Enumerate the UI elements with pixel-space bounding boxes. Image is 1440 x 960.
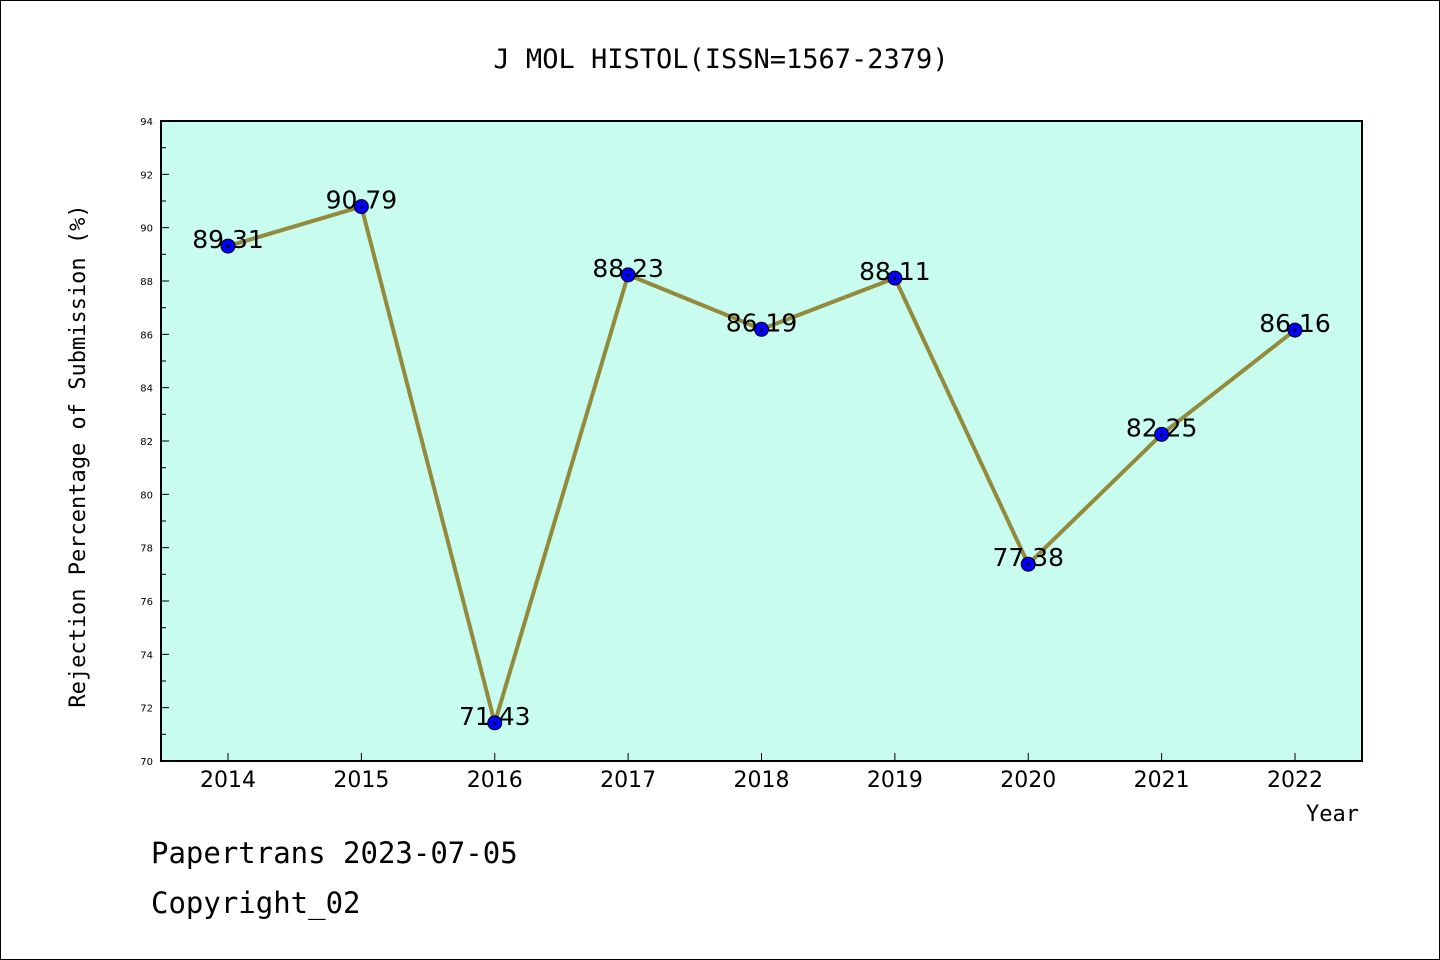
data-label: 88.23 bbox=[592, 254, 664, 283]
data-point-marker bbox=[487, 715, 503, 731]
data-label: 88.11 bbox=[859, 257, 931, 286]
x-tick-label: 2022 bbox=[1267, 768, 1323, 793]
footer-copyright: Copyright_02 bbox=[151, 886, 361, 920]
x-axis-label: Year bbox=[1306, 802, 1359, 827]
y-axis-label: Rejection Percentage of Submission (%) bbox=[66, 204, 91, 707]
x-tick-label: 2015 bbox=[333, 768, 389, 793]
y-tick-label: 78 bbox=[140, 544, 153, 555]
y-tick-label: 86 bbox=[140, 330, 153, 341]
data-point-marker bbox=[220, 238, 236, 254]
data-label: 77.38 bbox=[992, 543, 1064, 572]
data-point-marker bbox=[1154, 426, 1170, 442]
x-tick-label: 2014 bbox=[200, 768, 256, 793]
data-label: 71.43 bbox=[459, 702, 531, 731]
y-tick-label: 74 bbox=[140, 650, 153, 661]
data-point-marker bbox=[887, 270, 903, 286]
y-tick-label: 72 bbox=[140, 704, 153, 715]
x-axis: 2014 2015 2016 2017 2018 2019 2020 2021 2022 bbox=[200, 753, 1323, 793]
y-tick-label: 88 bbox=[140, 277, 153, 288]
x-tick-label: 2020 bbox=[1000, 768, 1056, 793]
chart-title: J MOL HISTOL(ISSN=1567-2379) bbox=[493, 44, 948, 75]
y-tick-label: 80 bbox=[140, 490, 153, 501]
data-labels: 89.31 90.79 71.43 88.23 86.19 88.11 77.38 82.25… bbox=[192, 186, 1331, 731]
series-line-group bbox=[220, 199, 1303, 731]
y-tick-label: 94 bbox=[140, 117, 153, 128]
footer-date: Papertrans 2023-07-05 bbox=[151, 836, 518, 870]
data-label: 82.25 bbox=[1126, 413, 1198, 442]
data-point-marker bbox=[1287, 322, 1303, 338]
data-label: 89.31 bbox=[192, 225, 264, 254]
data-label: 90.79 bbox=[326, 186, 398, 215]
y-tick-label: 90 bbox=[140, 224, 153, 235]
y-tick-label: 82 bbox=[140, 437, 153, 448]
y-tick-label: 76 bbox=[140, 597, 153, 608]
x-tick-label: 2021 bbox=[1134, 768, 1190, 793]
data-label: 86.16 bbox=[1259, 309, 1331, 338]
y-tick-label: 92 bbox=[140, 170, 153, 181]
data-point-marker bbox=[353, 199, 369, 215]
data-point-marker bbox=[620, 267, 636, 283]
data-label: 86.19 bbox=[726, 308, 798, 337]
x-tick-label: 2017 bbox=[600, 768, 656, 793]
y-axis: 70 72 74 76 78 80 82 84 86 88 90 92 94 bbox=[140, 117, 169, 768]
x-tick-label: 2016 bbox=[467, 768, 523, 793]
x-tick-label: 2019 bbox=[867, 768, 923, 793]
y-tick-label: 84 bbox=[140, 384, 153, 395]
data-point-marker bbox=[754, 321, 769, 337]
data-point-marker bbox=[1020, 556, 1036, 572]
x-tick-label: 2018 bbox=[734, 768, 790, 793]
y-tick-label: 70 bbox=[140, 757, 153, 768]
